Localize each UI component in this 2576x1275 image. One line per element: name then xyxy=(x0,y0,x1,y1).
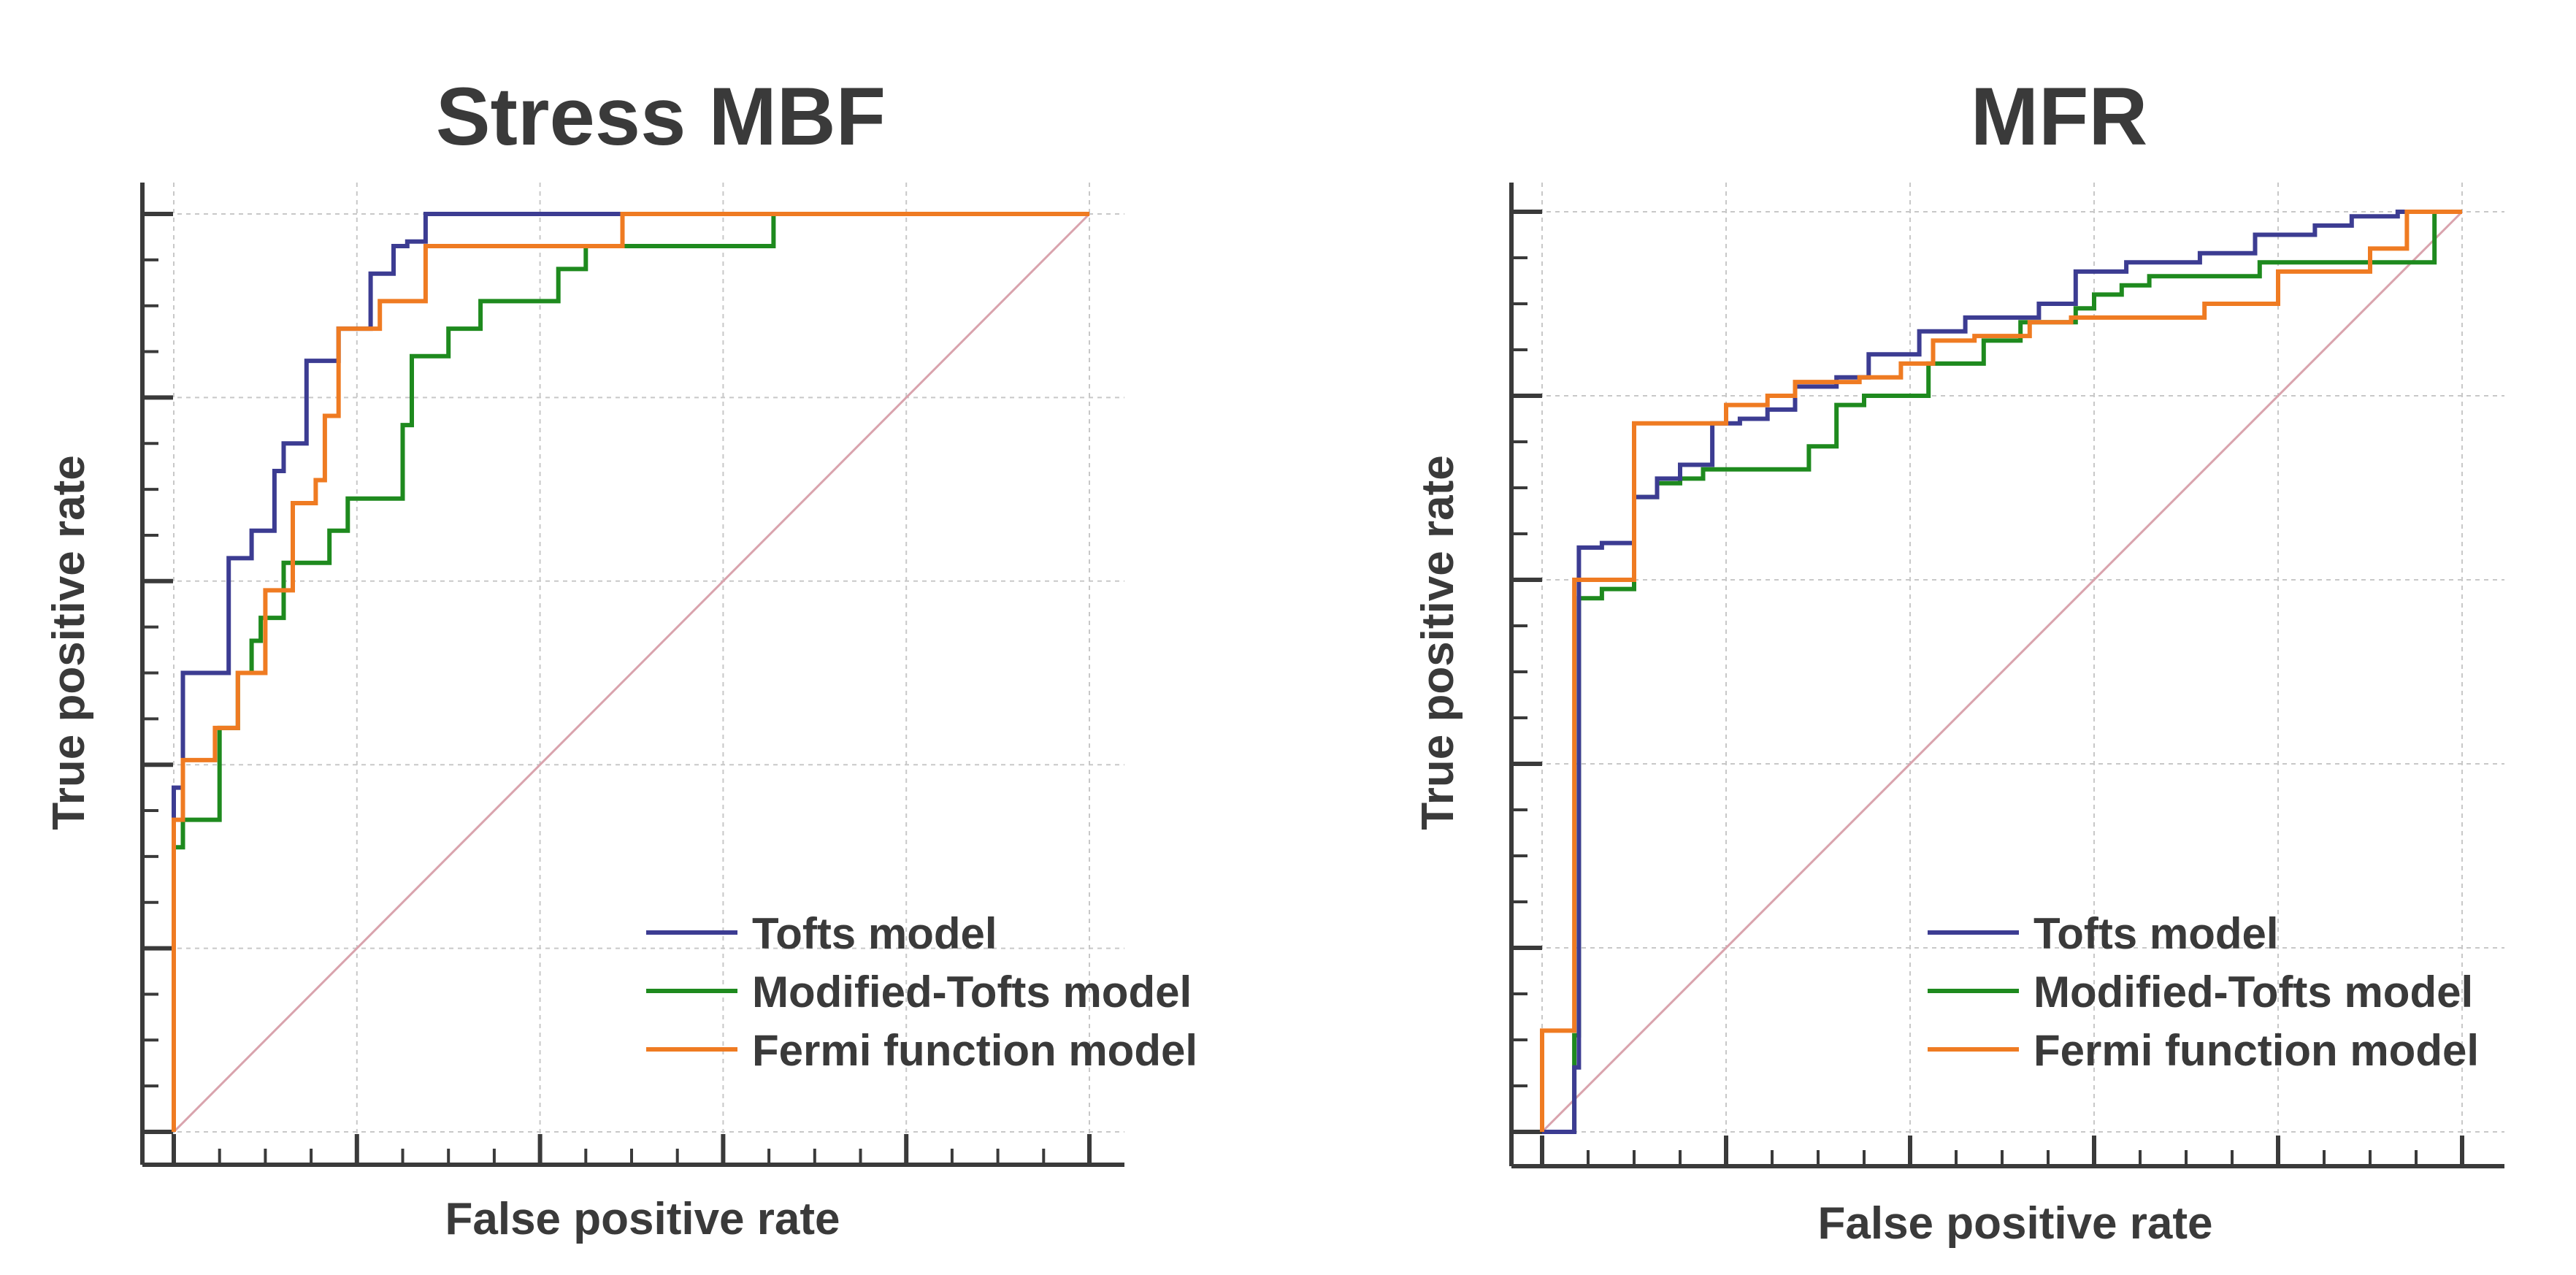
series-line-fermi-function-model xyxy=(172,212,1089,1132)
legend-label: Tofts model xyxy=(2033,909,2279,958)
legend-label: Fermi function model xyxy=(752,1026,1197,1075)
reference-diagonal-line xyxy=(172,212,1091,1133)
axes xyxy=(140,183,1124,1167)
x-axis-label: False positive rate xyxy=(1817,1198,2212,1249)
legend-item: Modified-Tofts model xyxy=(646,968,1192,1016)
axis-ticks xyxy=(1511,210,2464,1166)
legend-item: Tofts model xyxy=(646,909,997,958)
series-line-modified-tofts-model xyxy=(1542,210,2462,1134)
mfr-chart: MFR False positive rate True positive ra… xyxy=(1413,71,2504,1249)
legend-label: Modified-Tofts model xyxy=(2033,968,2473,1016)
legend-label: Tofts model xyxy=(752,909,997,958)
axis-ticks xyxy=(142,212,1092,1165)
y-axis-label: True positive rate xyxy=(44,455,94,830)
chart-title: Stress MBF xyxy=(436,71,886,162)
legend-label: Modified-Tofts model xyxy=(752,968,1192,1016)
legend: Tofts model Modified-Tofts model Fermi fun… xyxy=(1928,909,2479,1075)
grid xyxy=(1511,183,2504,1166)
legend-item: Fermi function model xyxy=(646,1026,1197,1075)
x-axis-label: False positive rate xyxy=(445,1194,840,1244)
series-line-tofts-model xyxy=(172,212,1089,1132)
legend-item: Fermi function model xyxy=(1928,1026,2479,1075)
y-axis-label: True positive rate xyxy=(1413,455,1463,830)
legend-item: Tofts model xyxy=(1928,909,2279,958)
series-line-modified-tofts-model xyxy=(172,212,1089,1132)
chart-title: MFR xyxy=(1971,71,2148,162)
grid xyxy=(142,183,1124,1165)
legend-label: Fermi function model xyxy=(2033,1026,2479,1075)
reference-diagonal-line xyxy=(1541,210,2464,1133)
legend-item: Modified-Tofts model xyxy=(1928,968,2473,1016)
plot-marks xyxy=(172,212,1091,1133)
series-line-fermi-function-model xyxy=(1540,210,2462,1132)
stress-mbf-chart: Stress MBF False positive rate True posi… xyxy=(44,71,1197,1244)
plot-marks xyxy=(1540,210,2464,1134)
legend: Tofts model Modified-Tofts model Fermi fun… xyxy=(646,909,1197,1075)
axes xyxy=(1509,183,2504,1168)
